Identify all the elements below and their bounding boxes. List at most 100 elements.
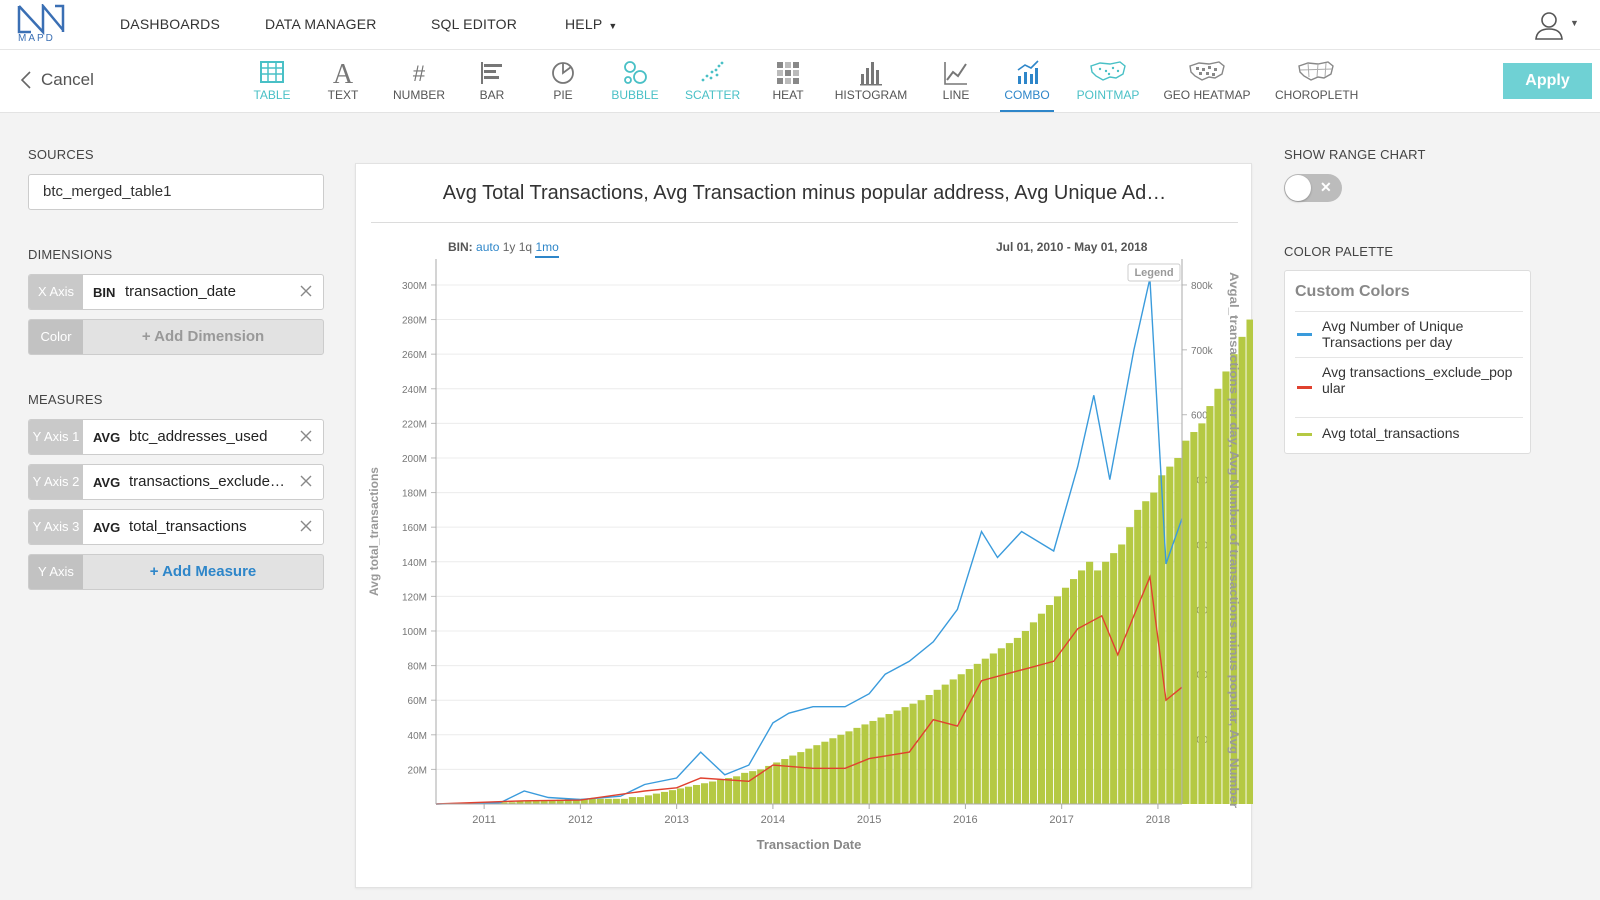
tool-label: POINTMAP — [1076, 88, 1140, 102]
color-swatch[interactable] — [1297, 386, 1312, 389]
tool-label: LINE — [942, 88, 970, 102]
x-tick-label: 2012 — [568, 814, 592, 826]
palette-item[interactable]: Avg transactions_exclude_popular — [1295, 357, 1523, 417]
nav-data-manager[interactable]: DATA MANAGER — [265, 16, 377, 32]
palette-item-label: Avg total_transactions — [1322, 425, 1460, 441]
tool-table[interactable]: TABLE — [250, 56, 294, 112]
bar — [909, 703, 917, 804]
cancel-button[interactable]: Cancel — [41, 70, 94, 89]
y-left-tick-label: 160M — [402, 523, 427, 534]
y-axis-2-slot[interactable]: Y Axis 2 AVG transactions_exclude… — [28, 464, 324, 500]
user-caret-icon[interactable]: ▼ — [1570, 18, 1579, 28]
chart-title[interactable]: Avg Total Transactions, Avg Transaction … — [442, 182, 1167, 204]
close-icon[interactable] — [299, 284, 313, 298]
pie-icon — [552, 62, 574, 84]
y-left-tick-label: 280M — [402, 316, 427, 327]
tool-bubble[interactable]: BUBBLE — [609, 56, 661, 112]
bar — [781, 759, 789, 804]
color-swatch[interactable] — [1297, 433, 1312, 436]
avg-agg[interactable]: AVG — [93, 430, 121, 445]
tool-line[interactable]: LINE — [939, 56, 973, 112]
source-select[interactable]: btc_merged_table1 — [28, 174, 324, 210]
pointmap-icon — [1090, 61, 1126, 81]
bar — [524, 800, 532, 804]
bar — [516, 801, 524, 804]
combo-chart[interactable]: 20M 40M 60M 80M 100M 120M 140M 160M 180M 200M 220M… — [356, 164, 1253, 889]
add-measure-button[interactable]: + Add Measure — [149, 563, 257, 580]
bar — [1037, 613, 1046, 804]
tool-number[interactable]: # NUMBER — [391, 56, 447, 112]
slot-field[interactable]: total_transactions — [129, 518, 247, 535]
tool-choropleth[interactable]: CHOROPLETH — [1275, 56, 1358, 112]
tool-pointmap[interactable]: POINTMAP — [1075, 56, 1141, 112]
palette-item[interactable]: Avg total_transactions — [1295, 417, 1523, 449]
date-range[interactable]: Jul 01, 2010 - May 01, 2018 — [996, 240, 1147, 254]
slot-field[interactable]: btc_addresses_used — [129, 428, 268, 445]
bin-1q[interactable]: 1q — [518, 240, 533, 254]
tool-histogram[interactable]: HISTOGRAM — [833, 56, 909, 112]
tool-bar[interactable]: BAR — [476, 56, 508, 112]
tool-label: BAR — [479, 88, 505, 102]
bar — [853, 727, 861, 804]
nav-sql-editor[interactable]: SQL EDITOR — [431, 16, 518, 32]
apply-button[interactable]: Apply — [1503, 63, 1592, 99]
bar — [580, 798, 588, 804]
bin-auto[interactable]: auto — [476, 240, 500, 254]
bar — [1246, 319, 1253, 804]
nav-dashboards[interactable]: DASHBOARDS — [120, 16, 221, 32]
slot-field[interactable]: transaction_date — [125, 283, 236, 300]
y-axis-3-slot[interactable]: Y Axis 3 AVG total_transactions — [28, 509, 324, 545]
bin-agg[interactable]: BIN — [93, 285, 116, 300]
bar — [941, 684, 949, 804]
bar — [1150, 492, 1158, 804]
close-icon[interactable] — [299, 474, 313, 488]
chart-type-toolbar: Cancel TABLE A TEXT # NUMBER BAR PIE BUB… — [0, 50, 1600, 113]
chevron-left-icon[interactable] — [20, 70, 32, 90]
x-tick-label: 2016 — [953, 814, 977, 826]
range-chart-toggle[interactable]: ✕ — [1284, 174, 1342, 202]
tool-label: SCATTER — [685, 88, 741, 102]
add-measure-slot[interactable]: Y Axis + Add Measure — [28, 554, 324, 590]
mapd-logo[interactable] — [17, 4, 65, 44]
palette-item[interactable]: Avg Number of Unique Transactions per da… — [1295, 311, 1523, 357]
tool-pie[interactable]: PIE — [547, 56, 579, 112]
bar — [965, 669, 973, 804]
user-icon[interactable] — [1534, 10, 1564, 40]
hash-icon: # — [413, 61, 426, 86]
bar — [1045, 605, 1054, 804]
y-left-axis-label: Avg total_transactions — [367, 467, 381, 596]
legend-button-label: Legend — [1134, 267, 1173, 279]
tool-heat[interactable]: HEAT — [770, 56, 806, 112]
close-icon[interactable] — [299, 429, 313, 443]
nav-help[interactable]: HELP ▼ — [565, 16, 617, 32]
bar — [901, 707, 909, 804]
y-axis-1-slot[interactable]: Y Axis 1 AVG btc_addresses_used — [28, 419, 324, 455]
bar — [973, 663, 981, 804]
tool-geo-heatmap[interactable]: GEO HEATMAP — [1163, 56, 1251, 112]
range-sep: - — [1066, 240, 1071, 254]
bar — [1086, 561, 1094, 804]
close-icon[interactable] — [299, 519, 313, 533]
bar — [709, 781, 717, 804]
x-axis-slot[interactable]: X Axis BIN transaction_date — [28, 274, 324, 310]
bin-1y[interactable]: 1y — [502, 240, 516, 254]
color-swatch[interactable] — [1297, 333, 1312, 336]
avg-agg[interactable]: AVG — [93, 520, 121, 535]
bar — [596, 798, 604, 804]
add-dimension-button[interactable]: + Add Dimension — [141, 328, 265, 345]
tool-text[interactable]: A TEXT — [325, 56, 361, 112]
color-slot[interactable]: Color + Add Dimension — [28, 319, 324, 355]
tool-scatter[interactable]: SCATTER — [685, 56, 741, 112]
tool-combo[interactable]: COMBO — [1000, 56, 1054, 112]
sources-label: SOURCES — [28, 147, 94, 162]
series-line — [435, 574, 1183, 805]
bin-1mo[interactable]: 1mo — [535, 240, 559, 258]
range-end: May 01, 2018 — [1074, 240, 1148, 254]
tool-label: NUMBER — [392, 88, 445, 102]
avg-agg[interactable]: AVG — [93, 475, 121, 490]
bar — [1061, 587, 1070, 804]
bar — [981, 658, 989, 804]
bar — [821, 741, 829, 804]
slot-field[interactable]: transactions_exclude… — [129, 473, 285, 490]
chart-card: Avg Total Transactions, Avg Transaction … — [355, 163, 1253, 889]
